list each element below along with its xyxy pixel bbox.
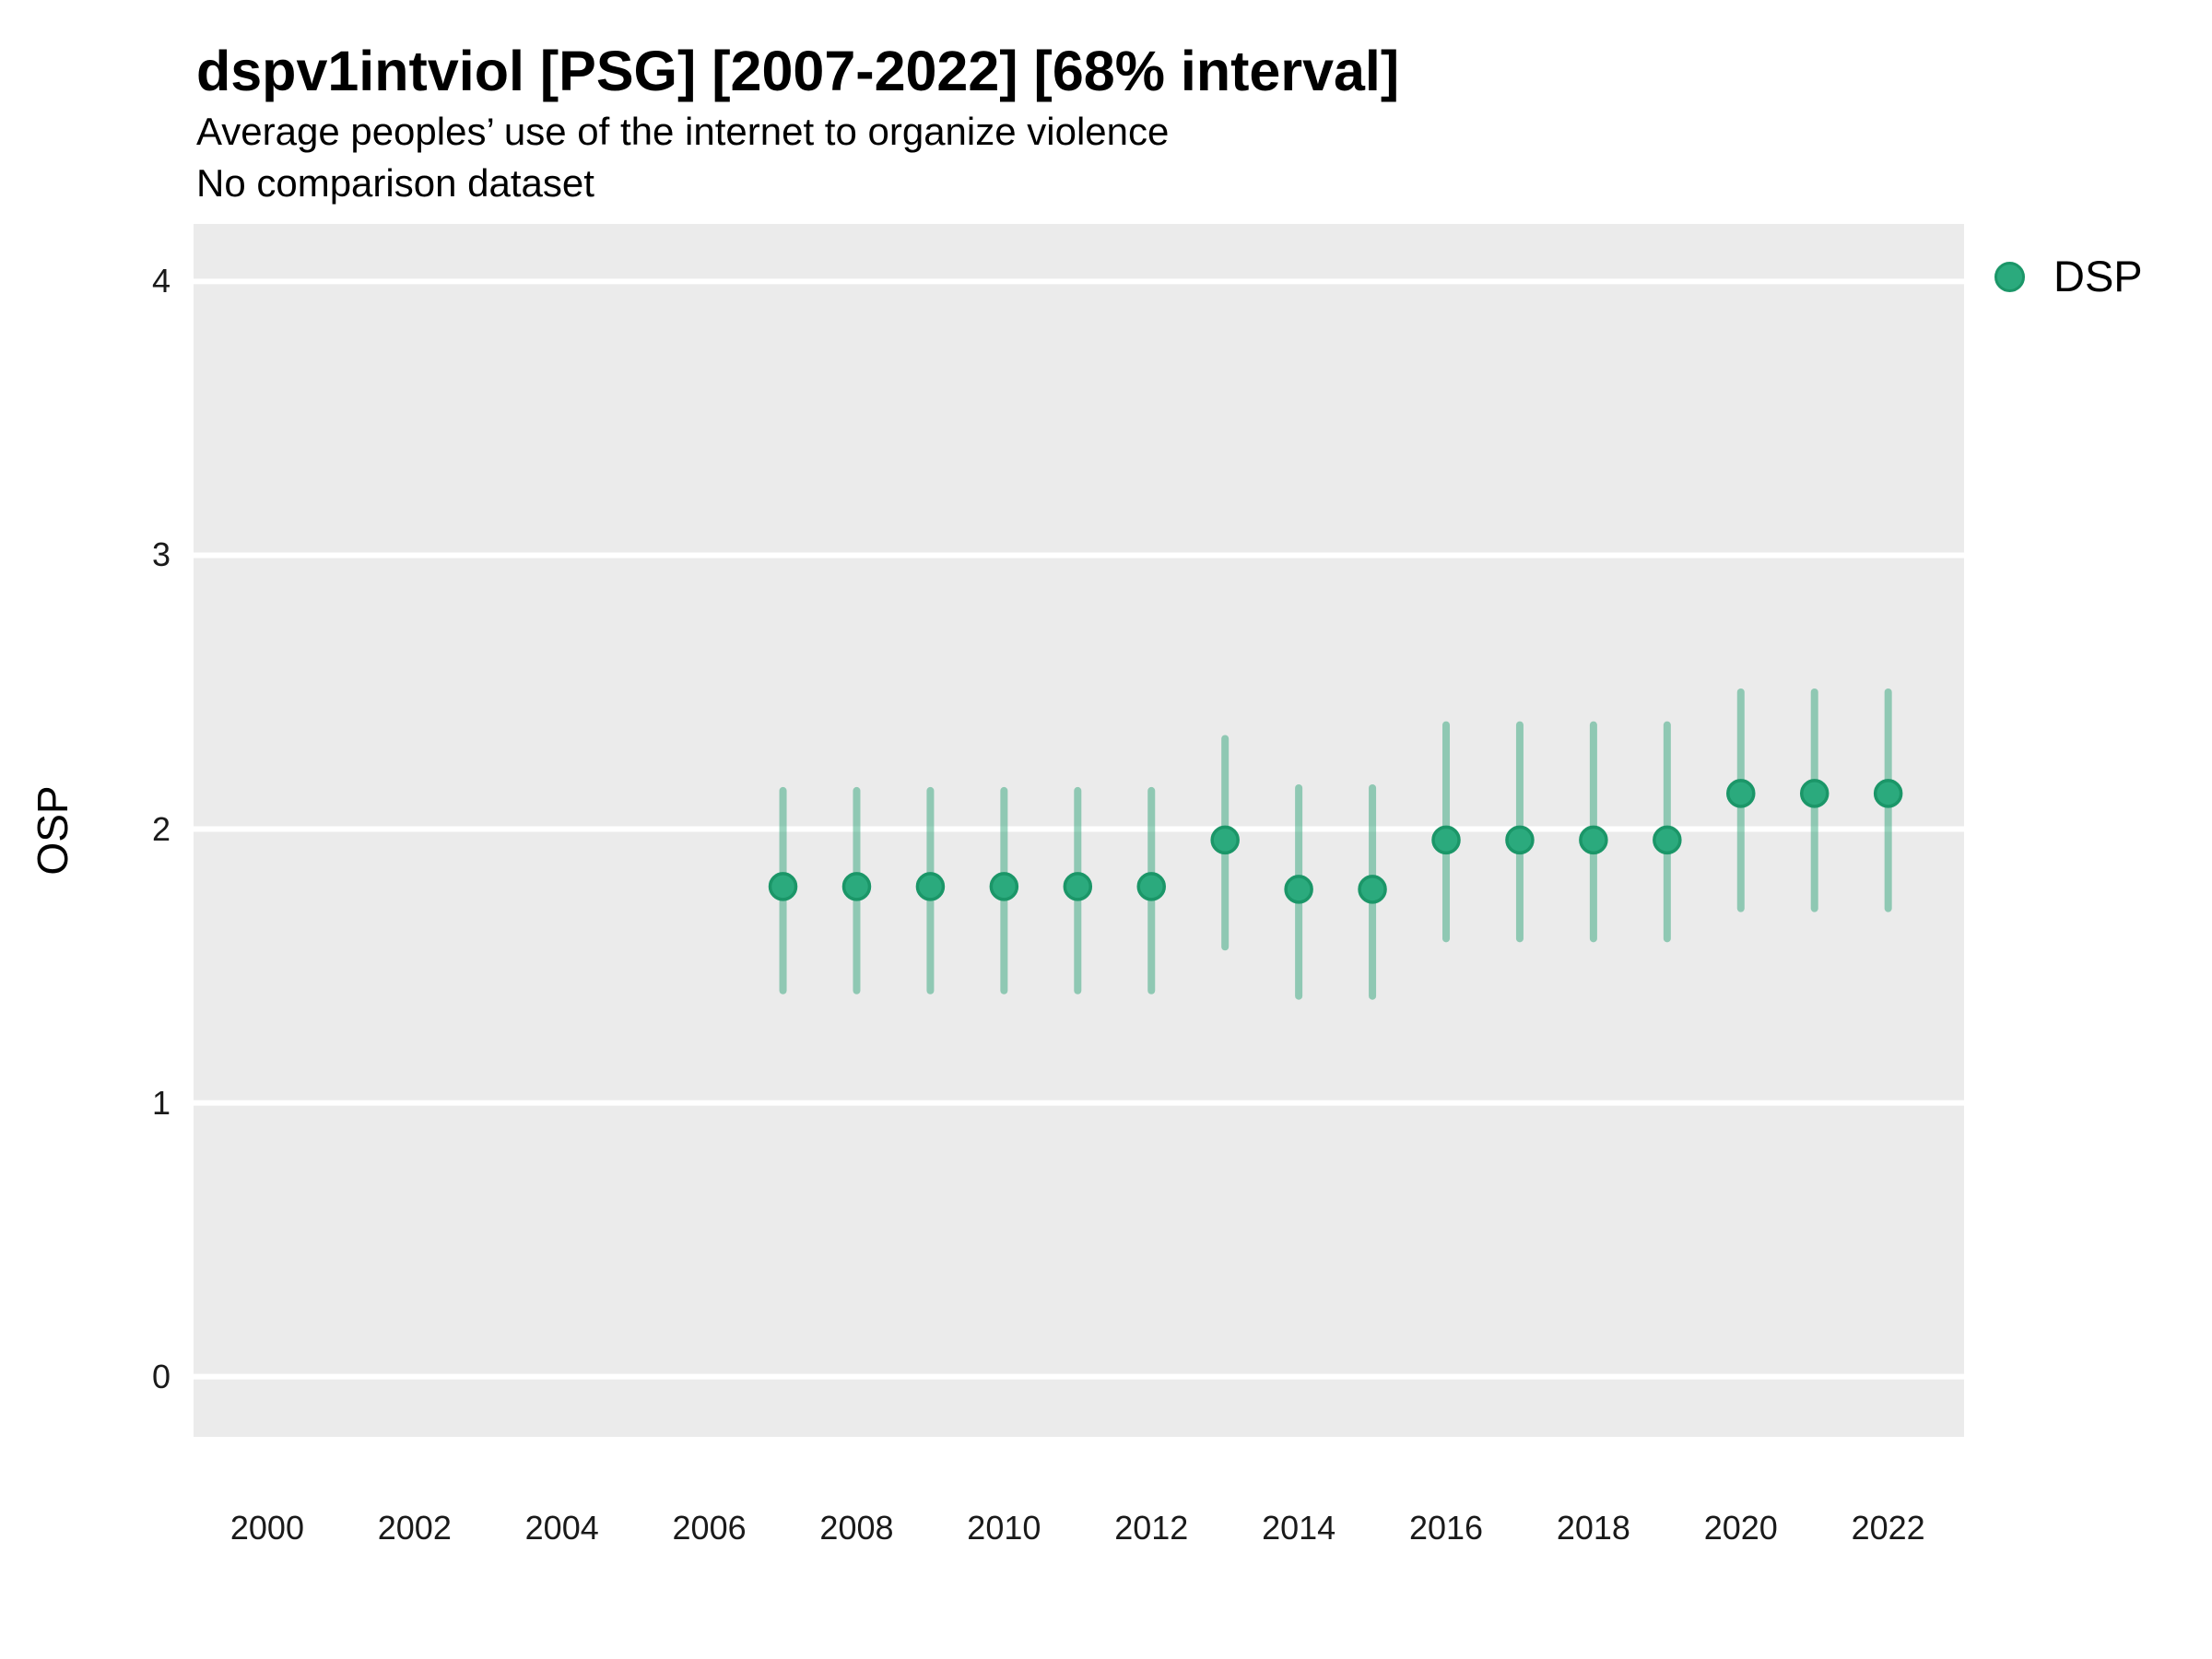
data-point xyxy=(1505,825,1535,855)
pointrange-plot xyxy=(194,278,1964,1380)
x-tick-label: 2020 xyxy=(1703,1509,1778,1547)
x-tick-label: 2006 xyxy=(672,1509,747,1547)
y-tick-label: 0 xyxy=(151,1357,171,1395)
x-tick-label: 2000 xyxy=(229,1509,304,1547)
data-point xyxy=(1431,825,1461,855)
x-tick-label: 2008 xyxy=(819,1509,894,1547)
x-tick-label: 2016 xyxy=(1408,1509,1484,1547)
data-point xyxy=(768,872,798,901)
x-tick-label: 2002 xyxy=(377,1509,452,1547)
data-point xyxy=(1873,779,1903,808)
x-tick-label: 2014 xyxy=(1262,1509,1336,1547)
x-tick-label: 2004 xyxy=(524,1509,599,1547)
plot-panel xyxy=(194,224,1964,1437)
data-point xyxy=(1136,872,1166,901)
x-tick-label: 2022 xyxy=(1851,1509,1925,1547)
y-tick-label: 4 xyxy=(151,262,171,300)
data-point xyxy=(841,872,872,901)
data-point xyxy=(1653,825,1682,855)
chart-note: No comparison dataset xyxy=(196,161,594,205)
x-tick-label: 2018 xyxy=(1556,1509,1630,1547)
chart-title: dspv1intviol [PSG] [2007-2022] [68% inte… xyxy=(196,40,1400,102)
legend-circle-icon xyxy=(1994,262,2025,292)
x-tick-label: 2010 xyxy=(967,1509,1041,1547)
data-point xyxy=(1358,875,1387,904)
data-point xyxy=(1579,825,1608,855)
data-point xyxy=(1284,875,1313,904)
chart-subtitle: Average peoples’ use of the internet to … xyxy=(196,110,1170,153)
data-point xyxy=(1799,779,1830,808)
data-point xyxy=(989,872,1019,901)
legend-label: DSP xyxy=(2053,252,2143,300)
y-tick-label: 3 xyxy=(151,535,171,574)
x-tick-label: 2012 xyxy=(1114,1509,1189,1547)
y-tick-label: 1 xyxy=(151,1083,171,1122)
data-point xyxy=(1063,872,1093,901)
data-point xyxy=(915,872,946,901)
data-point xyxy=(1210,825,1240,855)
data-point xyxy=(1726,779,1756,808)
y-axis-title: OSP xyxy=(29,785,76,876)
y-tick-label: 2 xyxy=(151,809,171,848)
